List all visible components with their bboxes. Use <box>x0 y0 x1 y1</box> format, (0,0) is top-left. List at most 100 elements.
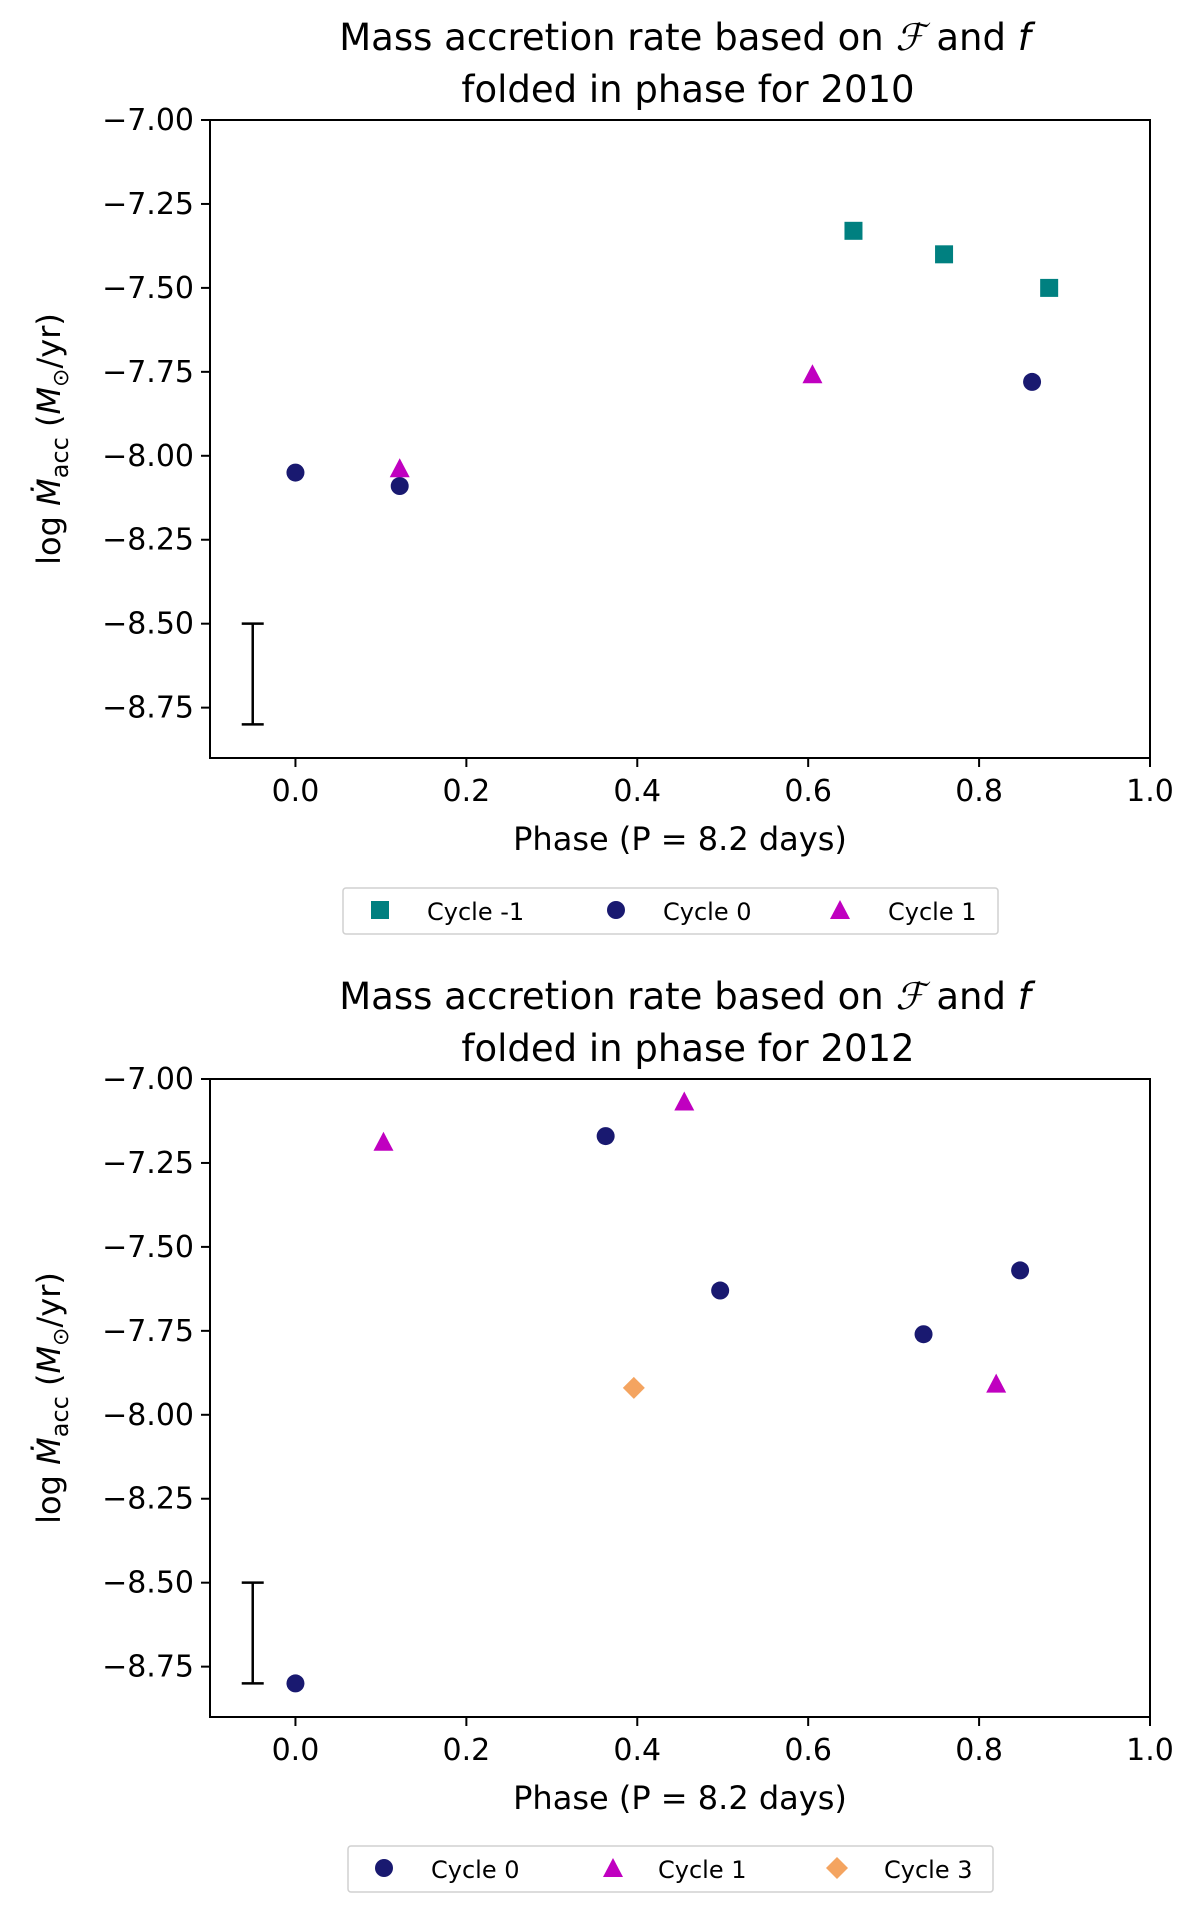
chart-title-prefix: Mass accretion rate based on <box>339 975 895 1018</box>
y-tick-label: −7.00 <box>102 1062 194 1097</box>
legend-label-cycle-3: Cycle 3 <box>884 1856 973 1884</box>
x-tick-label: 0.2 <box>443 774 491 809</box>
chart-title-line1: Mass accretion rate based on ℱ and f <box>339 16 1036 59</box>
y-axis-label-symbol: Ṁ <box>30 1437 68 1465</box>
y-tick-label: −8.75 <box>102 691 194 726</box>
data-point-circle <box>390 477 409 496</box>
legend-marker-cycle-1 <box>603 1858 623 1877</box>
y-tick-label: −7.25 <box>102 1146 194 1181</box>
data-point-square <box>935 245 954 264</box>
y-tick-label: −8.00 <box>102 1398 194 1433</box>
data-point-diamond <box>622 1376 645 1399</box>
legend-marker-cycle-0 <box>607 901 625 919</box>
y-axis-label-unit-sun: ⊙ <box>49 368 74 386</box>
data-point-triangle <box>986 1373 1007 1393</box>
y-axis-label-unit-close: /yr) <box>30 1272 68 1327</box>
y-axis-label-prefix: log <box>30 1465 68 1524</box>
data-point-circle <box>914 1325 933 1344</box>
data-point-square <box>844 221 863 240</box>
data-point-square <box>1040 278 1059 297</box>
chart-title-and: and <box>925 975 1018 1018</box>
x-tick-label: 0.8 <box>955 1733 1003 1768</box>
panel-2010: Mass accretion rate based on ℱ and f fol… <box>30 16 1174 935</box>
chart-title-f: f <box>1018 975 1036 1018</box>
y-tick-label: −8.50 <box>102 1566 194 1601</box>
y-axis-label-2012: log Ṁacc (M⊙/yr) <box>30 1272 74 1524</box>
y-tick-label: −8.50 <box>102 607 194 642</box>
y-axis-label-unit-m: M <box>30 387 68 415</box>
legend-label-cycle-1: Cycle 1 <box>658 1856 747 1884</box>
y-tick-label: −7.00 <box>102 103 194 138</box>
legend-label-cycle-minus1: Cycle -1 <box>427 898 524 926</box>
y-tick-label: −7.50 <box>102 1230 194 1265</box>
legend-frame-2010 <box>342 887 999 935</box>
error-bar-2010 <box>241 622 264 726</box>
legend-marker-cycle-minus1 <box>371 901 389 919</box>
x-tick-label: 0.8 <box>955 774 1003 809</box>
chart-title-line1: Mass accretion rate based on ℱ and f <box>339 975 1036 1018</box>
error-bar-2012 <box>241 1581 264 1685</box>
panel-2012: Mass accretion rate based on ℱ and f fol… <box>30 975 1174 1893</box>
x-tick-label: 0.4 <box>613 774 661 809</box>
data-point-triangle <box>389 458 410 478</box>
x-tick-label: 1.0 <box>1126 774 1174 809</box>
y-axis-label-unit-close: /yr) <box>30 313 68 368</box>
y-tick-label: −7.50 <box>102 271 194 306</box>
x-axis-label-2012: Phase (P = 8.2 days) <box>513 1779 847 1817</box>
y-axis-label-2010: log Ṁacc (M⊙/yr) <box>30 313 74 565</box>
y-axis-label-subscript: acc <box>46 437 74 478</box>
legend-label-cycle-0: Cycle 0 <box>431 1856 520 1884</box>
legend-2012: Cycle 0 Cycle 1 Cycle 3 <box>347 1845 994 1893</box>
y-axis-label-unit-open: ( <box>30 415 68 438</box>
y-tick-label: −8.00 <box>102 439 194 474</box>
x-tick-label: 0.6 <box>784 774 832 809</box>
ticks-2010: 0.0 0.2 0.4 0.6 0.8 1.0 −7.00 −7.25 −7.50 −7.75 −8… <box>102 103 1174 809</box>
y-axis-label-unit-open: ( <box>30 1374 68 1397</box>
y-axis-label-symbol: Ṁ <box>30 478 68 506</box>
data-point-triangle <box>373 1131 394 1151</box>
chart-title-line2: folded in phase for 2012 <box>461 1027 914 1070</box>
legend-marker-cycle-0 <box>375 1859 393 1877</box>
data-point-circle <box>1011 1261 1030 1280</box>
data-point-circle <box>596 1127 615 1146</box>
data-point-triangle <box>802 364 823 384</box>
data-point-circle <box>286 1674 305 1693</box>
legend-marker-cycle-3 <box>826 1857 848 1879</box>
data-point-circle <box>286 463 305 482</box>
legend-frame-2012 <box>347 1845 994 1893</box>
y-tick-label: −8.75 <box>102 1650 194 1685</box>
y-axis-label-unit-m: M <box>30 1346 68 1374</box>
x-tick-label: 1.0 <box>1126 1733 1174 1768</box>
legend-label-cycle-1: Cycle 1 <box>888 898 977 926</box>
chart-title-prefix: Mass accretion rate based on <box>339 16 895 59</box>
y-tick-label: −7.75 <box>102 355 194 390</box>
x-tick-label: 0.2 <box>443 1733 491 1768</box>
y-axis-label-unit-sun: ⊙ <box>49 1327 74 1345</box>
data-points-2012 <box>286 1091 1030 1693</box>
y-tick-label: −7.75 <box>102 1314 194 1349</box>
x-axis-label-2010: Phase (P = 8.2 days) <box>513 820 847 858</box>
legend-label-cycle-0: Cycle 0 <box>663 898 752 926</box>
x-tick-label: 0.0 <box>272 774 320 809</box>
plot-frame-2010 <box>209 119 1151 759</box>
x-tick-label: 0.4 <box>613 1733 661 1768</box>
chart-title-line2: folded in phase for 2010 <box>461 68 914 111</box>
data-point-triangle <box>674 1091 695 1111</box>
y-axis-label-subscript: acc <box>46 1396 74 1437</box>
legend-marker-cycle-1 <box>830 900 850 919</box>
plot-frame-2012 <box>209 1078 1151 1718</box>
y-tick-label: −8.25 <box>102 523 194 558</box>
data-point-circle <box>711 1281 730 1300</box>
chart-title-f: f <box>1018 16 1036 59</box>
ticks-2012: 0.0 0.2 0.4 0.6 0.8 1.0 −7.00 −7.25 −7.50 −7.75 −8… <box>102 1062 1174 1768</box>
data-point-circle <box>1023 372 1042 391</box>
x-tick-label: 0.6 <box>784 1733 832 1768</box>
legend-2010: Cycle -1 Cycle 0 Cycle 1 <box>342 887 999 935</box>
data-points-2010 <box>286 221 1059 496</box>
x-tick-label: 0.0 <box>272 1733 320 1768</box>
y-tick-label: −7.25 <box>102 187 194 222</box>
y-axis-label-prefix: log <box>30 506 68 565</box>
y-tick-label: −8.25 <box>102 1482 194 1517</box>
chart-title-and: and <box>925 16 1018 59</box>
